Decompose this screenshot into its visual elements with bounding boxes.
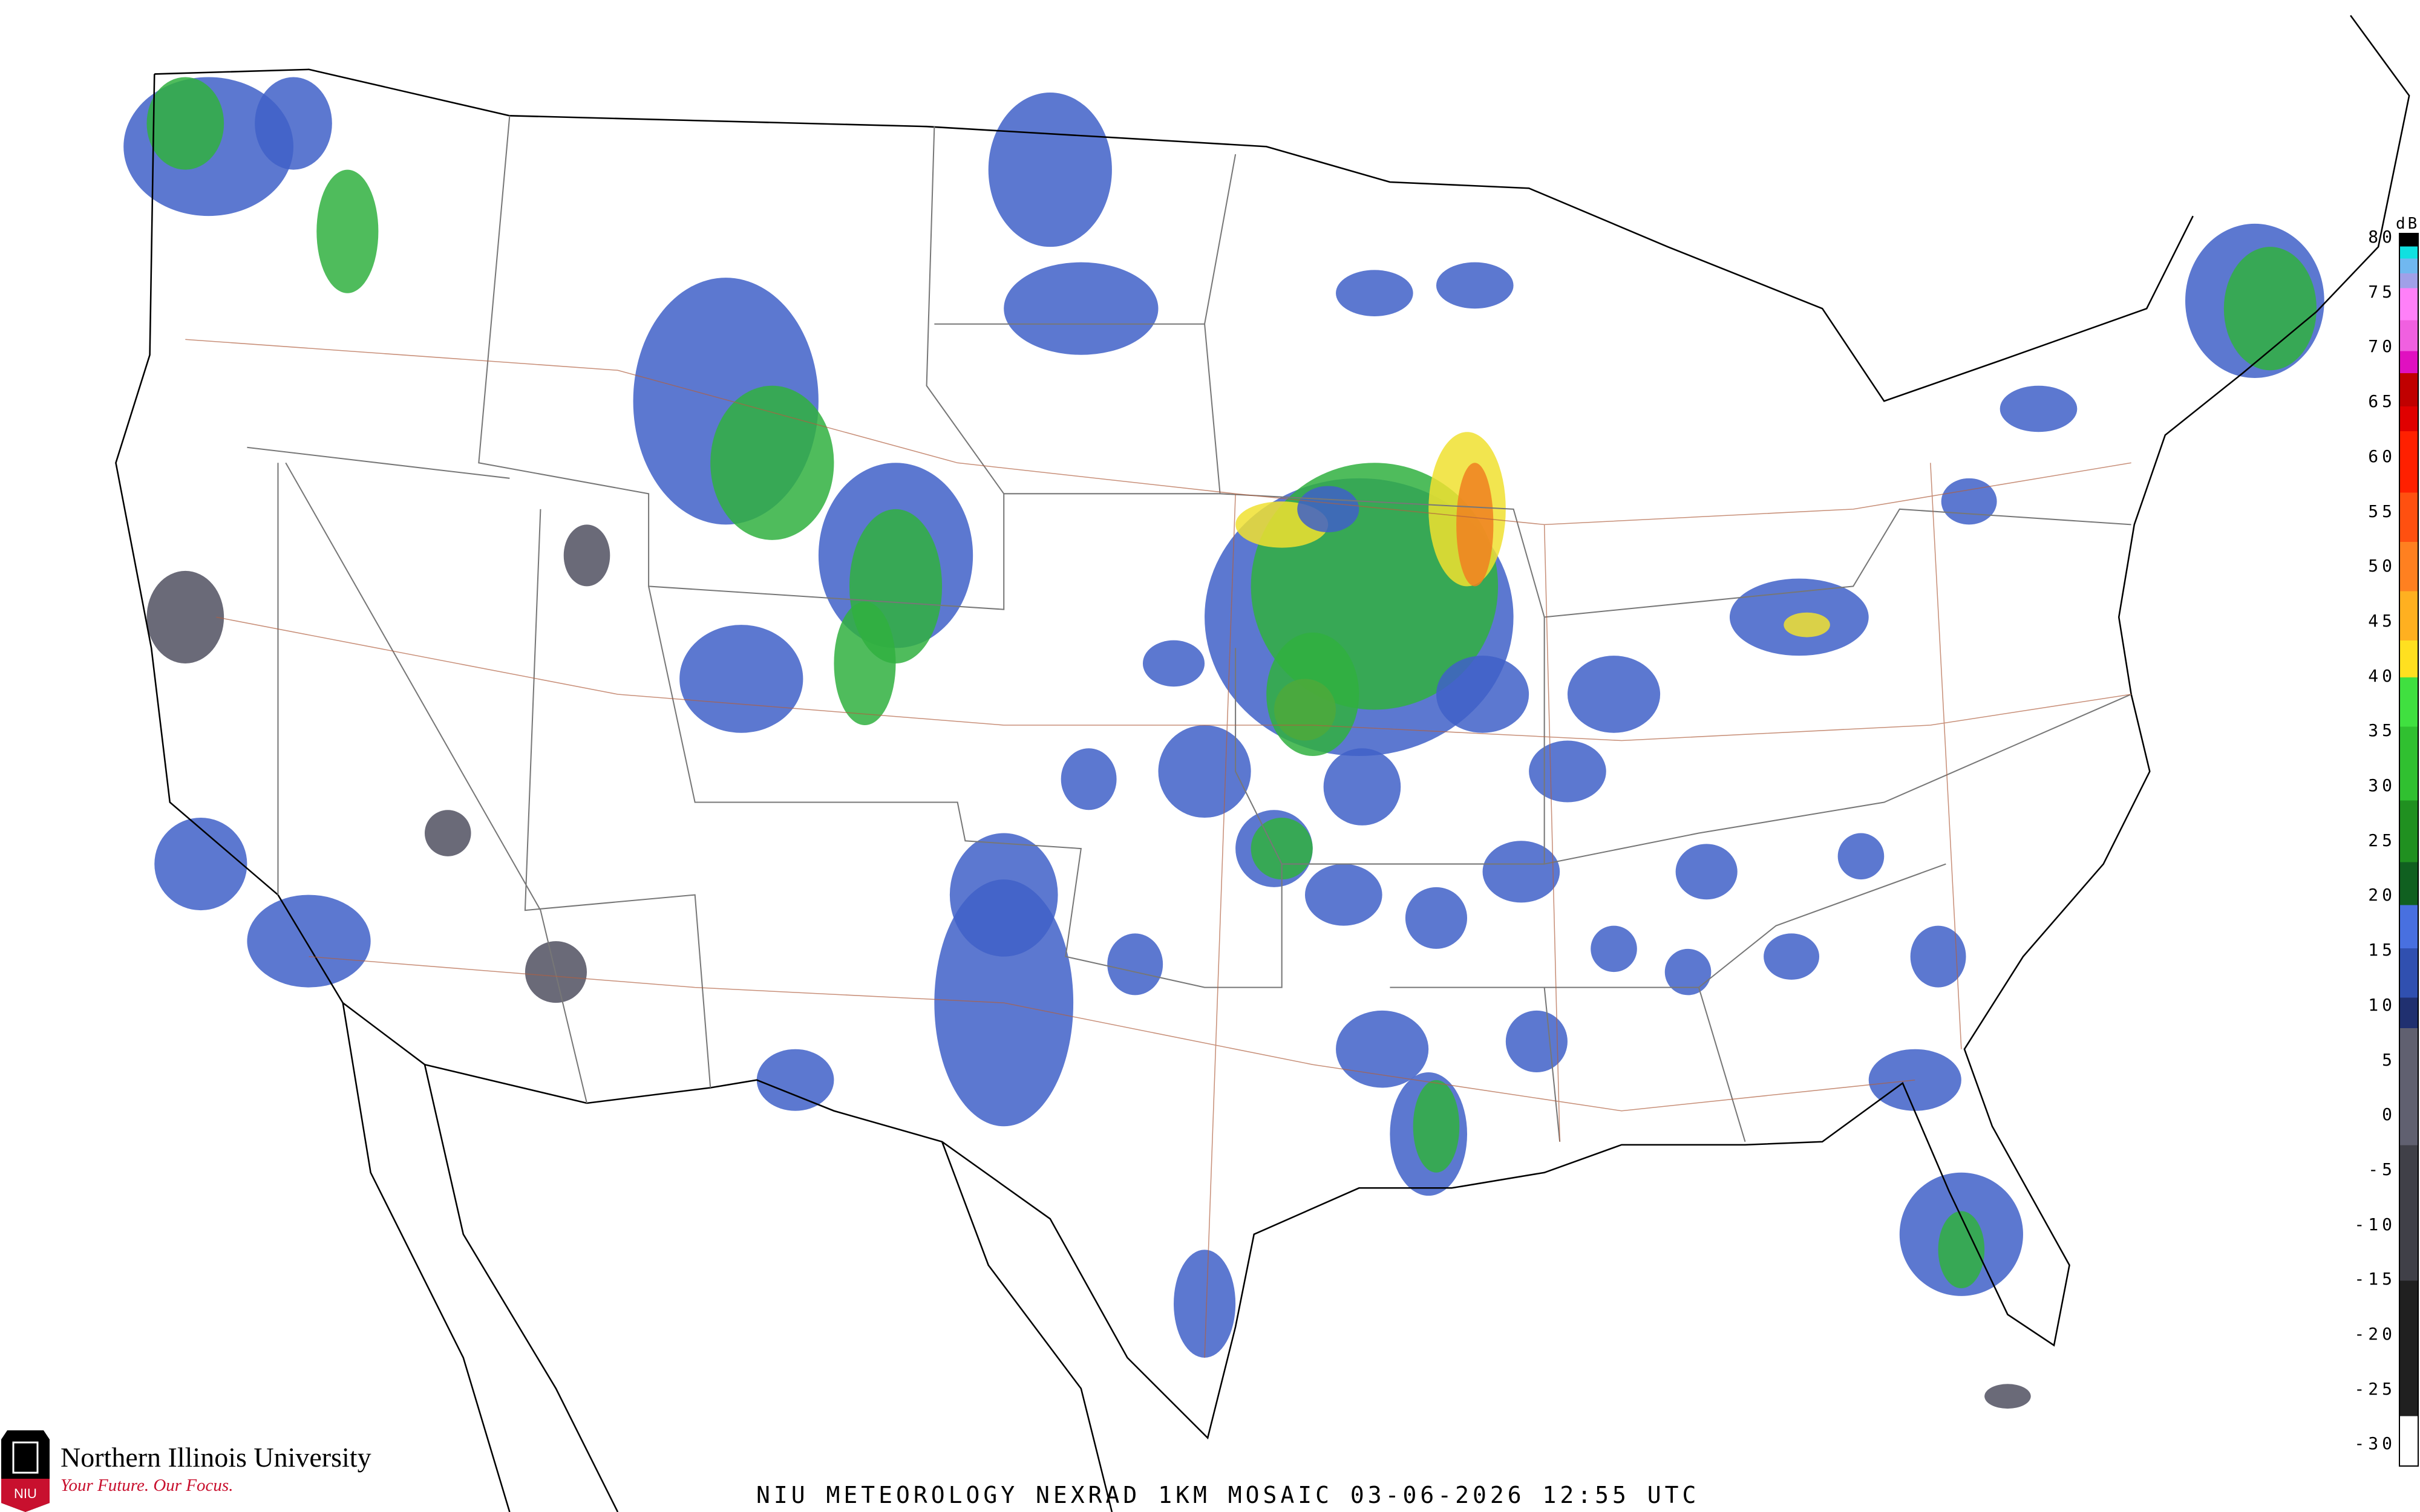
radar-echo-light bbox=[1142, 640, 1205, 687]
tagline: Your Future. Our Focus. bbox=[60, 1476, 234, 1495]
radar-echoes bbox=[123, 77, 2324, 1409]
radar-echo-light bbox=[154, 818, 247, 911]
radar-echo-light bbox=[247, 894, 371, 988]
legend-label: 65 bbox=[2368, 391, 2396, 412]
state-borders bbox=[247, 116, 2132, 1142]
legend-label: 20 bbox=[2368, 885, 2396, 905]
radar-echo-light bbox=[1505, 1010, 1568, 1072]
radar-echo-intense bbox=[1456, 463, 1494, 587]
radar-echo-light bbox=[1436, 656, 1529, 733]
legend-label: 60 bbox=[2368, 446, 2396, 466]
legend-label: 10 bbox=[2368, 994, 2396, 1015]
radar-echo-light bbox=[2000, 385, 2078, 432]
radar-echo-light bbox=[988, 93, 1112, 247]
legend-label: 75 bbox=[2368, 281, 2396, 302]
radar-echo-light bbox=[1675, 844, 1738, 900]
legend-label: 45 bbox=[2368, 610, 2396, 631]
radar-echo-light bbox=[1868, 1049, 1961, 1111]
radar-echo-light bbox=[255, 77, 332, 170]
legend-label: -15 bbox=[2354, 1269, 2396, 1289]
radar-echo-light bbox=[1482, 841, 1560, 903]
radar-echo-light bbox=[1764, 933, 1820, 980]
legend-label: -25 bbox=[2354, 1378, 2396, 1399]
radar-echo-light bbox=[1941, 478, 1997, 525]
university-name: Northern Illinois University bbox=[60, 1442, 371, 1473]
radar-echo-light bbox=[1436, 262, 1514, 309]
legend-unit: dBZ bbox=[2396, 215, 2420, 233]
radar-echo-light bbox=[1323, 748, 1401, 826]
radar-echo-clutter bbox=[146, 570, 224, 663]
niu-logo: NIU bbox=[1, 1430, 50, 1512]
radar-echo-heavy bbox=[1784, 612, 1830, 637]
canada-border bbox=[154, 68, 2194, 402]
radar-echo-light bbox=[1004, 262, 1159, 355]
radar-echo-moderate bbox=[1413, 1080, 1460, 1173]
color-bar bbox=[2399, 233, 2419, 1467]
radar-echo-light bbox=[1567, 656, 1661, 733]
radar-echo-light bbox=[1297, 486, 1359, 533]
radar-echo-light bbox=[1107, 933, 1163, 996]
radar-echo-clutter bbox=[424, 810, 471, 856]
radar-echo-light bbox=[1910, 925, 1966, 988]
radar-echo-clutter bbox=[1984, 1384, 2031, 1409]
radar-echo-moderate bbox=[316, 169, 379, 293]
legend-label: 5 bbox=[2382, 1049, 2396, 1070]
radar-echo-light bbox=[1664, 948, 1712, 996]
radar-echo-moderate bbox=[710, 385, 834, 540]
legend-label: 35 bbox=[2368, 720, 2396, 741]
legend-label: -30 bbox=[2354, 1433, 2396, 1454]
us-outline bbox=[115, 15, 2410, 1440]
radar-echo-light bbox=[679, 625, 803, 733]
svg-text:NIU: NIU bbox=[14, 1486, 37, 1501]
radar-echo-light bbox=[1529, 740, 1606, 803]
highways bbox=[185, 339, 2131, 1358]
legend-label: 80 bbox=[2368, 227, 2396, 247]
radar-echo-light bbox=[949, 833, 1058, 957]
legend-label: -5 bbox=[2368, 1159, 2396, 1179]
radar-echo-light bbox=[1837, 833, 1885, 880]
mexico-coast bbox=[342, 1002, 1113, 1512]
radar-echo-clutter bbox=[563, 524, 610, 587]
radar-echo-light bbox=[1336, 270, 1413, 316]
radar-echo-light bbox=[1405, 887, 1468, 949]
radar-echo-moderate bbox=[1938, 1211, 1985, 1289]
radar-echo-light bbox=[1304, 864, 1382, 926]
dbz-color-scale: dBZ 80757065605550454035302520151050-5-1… bbox=[2335, 215, 2420, 1476]
radar-echo-moderate bbox=[834, 601, 896, 725]
legend-label: 70 bbox=[2368, 336, 2396, 357]
legend-label: 55 bbox=[2368, 501, 2396, 521]
legend-label: 50 bbox=[2368, 556, 2396, 576]
radar-echo-moderate bbox=[146, 77, 224, 170]
legend-label: 40 bbox=[2368, 665, 2396, 686]
legend-label: -10 bbox=[2354, 1214, 2396, 1234]
radar-echo-light bbox=[1591, 925, 1637, 973]
radar-echo-light bbox=[1061, 748, 1117, 810]
radar-echo-light bbox=[1158, 725, 1251, 818]
radar-echo-light bbox=[1336, 1010, 1429, 1088]
radar-echo-moderate bbox=[2223, 247, 2317, 371]
legend-label: -20 bbox=[2354, 1324, 2396, 1344]
radar-echo-light bbox=[756, 1049, 834, 1111]
legend-label: 15 bbox=[2368, 940, 2396, 960]
radar-echo-light bbox=[1174, 1250, 1236, 1358]
legend-label: 25 bbox=[2368, 830, 2396, 850]
radar-echo-moderate bbox=[1266, 632, 1359, 756]
legend-label: 0 bbox=[2382, 1104, 2396, 1125]
product-title: NIU METEOROLOGY NEXRAD 1KM MOSAIC 03-06-… bbox=[756, 1482, 1700, 1508]
legend-label: 30 bbox=[2368, 775, 2396, 795]
